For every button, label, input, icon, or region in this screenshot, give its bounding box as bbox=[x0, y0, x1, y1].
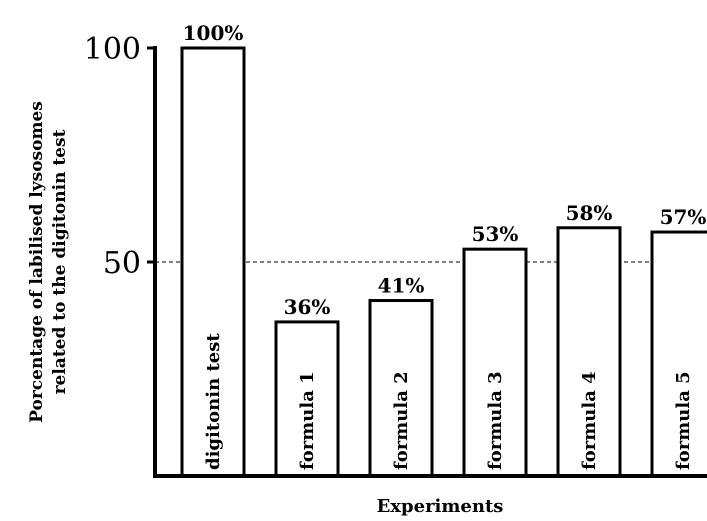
bar-2 bbox=[274, 320, 340, 478]
y-axis-title: Porcentage of labilised lysosomes relate… bbox=[27, 101, 70, 423]
category-label-2: formula 1 bbox=[297, 371, 318, 470]
data-label-6: 57% bbox=[660, 205, 707, 229]
data-label-3: 41% bbox=[378, 274, 425, 298]
y-axis-title-line-2: related to the digitonin test bbox=[50, 129, 70, 394]
y-axis-title-line-1: Porcentage of labilised lysosomes bbox=[27, 101, 47, 423]
y-tick-label-50: 50 bbox=[103, 246, 141, 281]
bar-4 bbox=[462, 247, 528, 478]
category-label-6: formula 5 bbox=[673, 371, 694, 470]
category-label-3: formula 2 bbox=[391, 371, 412, 470]
category-label-4: formula 3 bbox=[485, 371, 506, 470]
data-label-4: 53% bbox=[472, 222, 519, 246]
x-axis-title: Experiments bbox=[377, 496, 504, 517]
bar-1 bbox=[180, 46, 246, 478]
y-tick-label-100: 100 bbox=[84, 32, 141, 67]
category-label-1: digitonin test bbox=[203, 333, 224, 470]
data-label-1: 100% bbox=[183, 21, 244, 45]
data-label-2: 36% bbox=[284, 295, 331, 319]
bar-5 bbox=[556, 226, 622, 478]
data-label-5: 58% bbox=[566, 201, 613, 225]
category-label-5: formula 4 bbox=[579, 371, 600, 470]
